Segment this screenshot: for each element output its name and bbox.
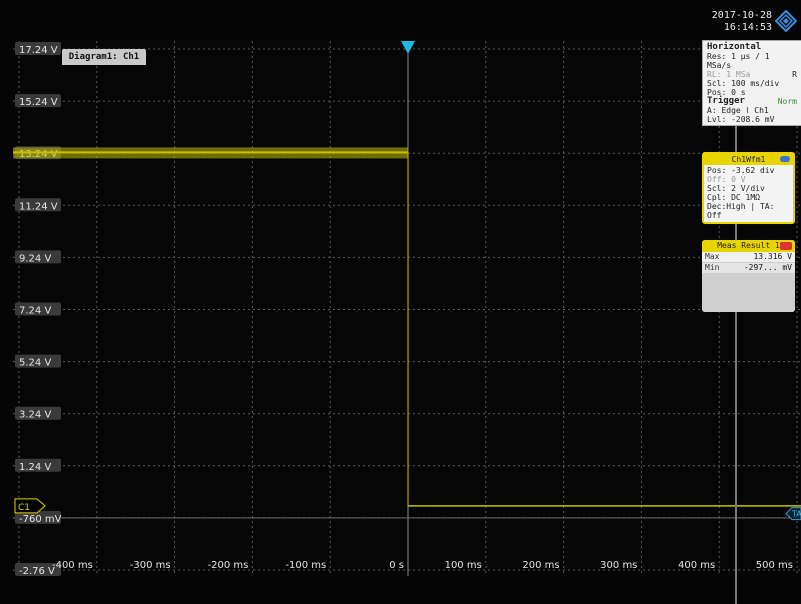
svg-text:15.24 V: 15.24 V [19,97,58,108]
horizontal-record-length: RL: 1 MSa [707,70,751,79]
measurement-empty-area [702,274,795,312]
trigger-level: Lvl: -208.6 mV [707,115,775,124]
y-axis-label: -760 mV [15,510,62,525]
channel-toggle-icon[interactable] [780,156,790,162]
horizontal-trigger-panel[interactable]: Horizontal Res: 1 µs / 1 MSa/s RL: 1 MSa… [702,40,801,126]
channel-waveform-panel[interactable]: Ch1Wfm1 Pos: -3.62 div Off: 0 V Scl: 2 V… [702,152,795,224]
channel-scale: Scl: 2 V/div [707,184,765,193]
y-axis-label: 7.24 V [15,302,61,317]
measurement-row-min: Min -297... mV [702,263,795,274]
trigger-source: A: Edge ⌇ Ch1 [707,106,769,115]
channel-offset: Off: 0 V [707,175,746,184]
svg-text:5.24 V: 5.24 V [19,358,51,369]
svg-text:7.24 V: 7.24 V [19,306,51,317]
signal-bar-separator [735,125,737,604]
horizontal-scale: Scl: 100 ms/div [707,79,780,88]
trigger-header: Trigger [707,96,745,106]
measurement-row-max: Max 13.316 V [702,252,795,263]
date-text: 2017-10-28 [711,10,772,21]
x-axis-label: 300 ms [600,560,637,571]
y-axis-label: 15.24 V [15,94,61,108]
svg-text:11.24 V: 11.24 V [19,201,58,212]
horizontal-position: Pos: 0 s [707,88,746,97]
x-axis-label: -400 ms [52,560,93,571]
svg-text:1.24 V: 1.24 V [19,462,51,473]
channel-ground-marker[interactable] [14,498,46,514]
channel-panel-title: Ch1Wfm1 [704,154,793,165]
channel-position: Pos: -3.62 div [707,166,775,175]
y-axis-label: 11.24 V [15,198,61,212]
y-axis-label: 9.24 V [15,250,61,264]
trigger-level-marker[interactable] [785,507,801,521]
trigger-marker-label: TA [791,510,801,519]
measurement-panel-title: Meas Result 1 [702,240,795,252]
channel-marker-label: C1 [18,503,30,513]
y-axis-label: -2.76 V [15,563,61,577]
trigger-position-marker-icon[interactable] [401,41,415,54]
svg-text:-2.76 V: -2.76 V [19,566,55,577]
plot-area [13,41,801,576]
x-axis-label: -200 ms [208,560,249,571]
close-icon[interactable] [780,242,792,250]
x-axis-label: -100 ms [285,560,326,571]
channel-decimation: Dec:High | TA: Off [707,202,775,220]
x-axis-label: -300 ms [130,560,171,571]
measurement-result-panel[interactable]: Meas Result 1 Max 13.316 V Min -297... m… [702,240,795,312]
time-text: 16:14:53 [723,22,772,33]
x-axis-label: 200 ms [522,560,559,571]
horizontal-header: Horizontal [707,42,762,52]
diagram-tab[interactable]: Diagram1: Ch1 [62,49,146,65]
x-axis-label: 500 ms [756,560,793,571]
horizontal-record-suffix: R [792,70,797,79]
y-axis-label: 17.24 V [15,42,61,56]
horizontal-resolution: Res: 1 µs / 1 MSa/s [707,52,770,70]
svg-text:9.24 V: 9.24 V [19,253,51,264]
trigger-mode: Norm [777,97,797,106]
x-axis-label: 0 s [389,560,404,571]
svg-text:-760 mV: -760 mV [19,514,62,525]
svg-text:3.24 V: 3.24 V [19,410,51,421]
channel-coupling: Cpl: DC 1MΩ [707,193,760,202]
datetime-display: 2017-10-28 16:14:53 [702,10,772,34]
y-axis-label: 3.24 V [15,406,61,421]
svg-text:17.24 V: 17.24 V [19,45,58,56]
y-axis-label: 5.24 V [15,354,61,369]
rohde-schwarz-logo-icon [775,10,797,32]
y-axis-label: 1.24 V [15,458,61,473]
x-axis-label: 100 ms [445,560,482,571]
x-axis-label: 400 ms [678,560,715,571]
